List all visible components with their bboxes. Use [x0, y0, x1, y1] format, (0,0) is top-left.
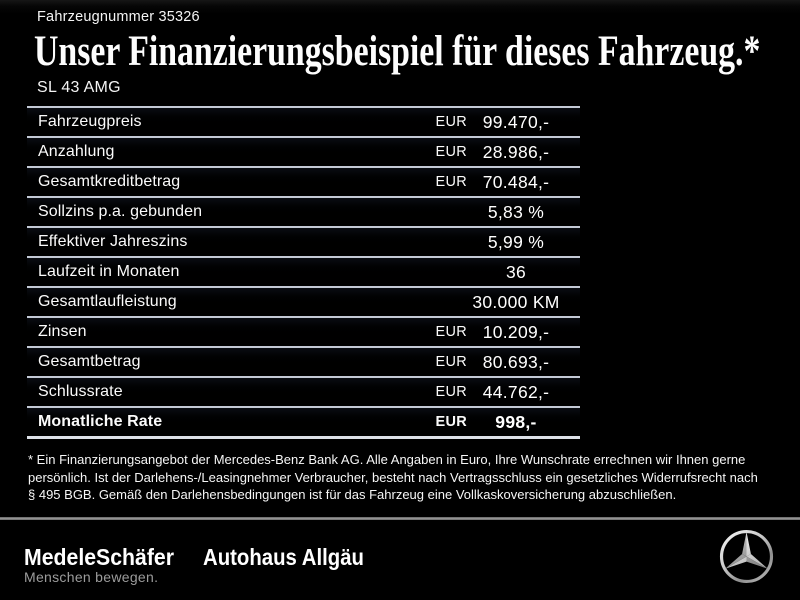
footnote-line: persönlich. Ist der Darlehens-/Leasingne…: [28, 469, 758, 485]
financing-table-row: Anzahlung EUR 28.986,-: [27, 136, 580, 166]
financing-table-row: Effektiver Jahreszins 5,99 %: [27, 226, 580, 256]
row-currency: EUR: [435, 324, 467, 340]
row-label: Gesamtlaufleistung: [38, 293, 177, 310]
row-label: Sollzins p.a. gebunden: [38, 203, 203, 220]
row-value: 30.000 KM: [472, 291, 560, 312]
financing-table-row: Gesamtlaufleistung 30.000 KM: [27, 286, 580, 316]
row-currency: EUR: [435, 114, 467, 130]
row-value: 70.484,-: [482, 171, 550, 192]
row-label: Gesamtkreditbetrag: [38, 173, 181, 190]
vehicle-model: SL 43 AMG: [37, 79, 121, 96]
dealer-logo: MedeleSchäfer: [24, 544, 175, 570]
row-value: 10.209,-: [482, 321, 550, 342]
row-currency: EUR: [435, 174, 467, 190]
footer-divider: [0, 517, 800, 520]
financing-table-row: Zinsen EUR 10.209,-: [27, 316, 580, 346]
row-value: 5,83 %: [487, 201, 545, 222]
row-label: Anzahlung: [38, 143, 115, 160]
financing-table-row: Gesamtbetrag EUR 80.693,-: [27, 346, 580, 376]
row-currency: EUR: [435, 414, 467, 430]
table-bottom-line: [27, 436, 580, 439]
financing-table-row: Laufzeit in Monaten 36: [27, 256, 580, 286]
row-value: 28.986,-: [482, 141, 550, 162]
financing-table-row: Monatliche Rate EUR 998,-: [27, 406, 580, 436]
row-value: 99.470,-: [482, 111, 550, 132]
row-value: 36: [505, 261, 527, 282]
mercedes-star-icon: [717, 527, 776, 586]
row-label: Monatliche Rate: [38, 413, 163, 430]
footnote-line: * Ein Finanzierungsangebot der Mercedes-…: [28, 452, 746, 467]
financing-table-row: Sollzins p.a. gebunden 5,83 %: [27, 196, 580, 226]
row-value: 44.762,-: [482, 381, 550, 402]
footnote-line: § 495 BGB. Gemäß den Darlehensbedingunge…: [28, 487, 677, 502]
row-label: Zinsen: [38, 323, 87, 340]
three-pointed-star: [725, 531, 768, 569]
row-label: Schlussrate: [38, 383, 123, 400]
financing-footnote: * Ein Finanzierungsangebot der Mercedes-…: [28, 451, 790, 504]
row-currency: EUR: [435, 144, 467, 160]
financing-table-row: Gesamtkreditbetrag EUR 70.484,-: [27, 166, 580, 196]
row-value: 5,99 %: [487, 231, 545, 252]
row-currency: EUR: [435, 354, 467, 370]
row-label: Gesamtbetrag: [38, 353, 141, 370]
financing-table: Fahrzeugpreis EUR 99.470,- Anzahlung EUR…: [27, 106, 580, 436]
page-title: Unser Finanzierungsbeispiel für dieses F…: [34, 28, 761, 75]
row-label: Effektiver Jahreszins: [38, 233, 188, 250]
row-value: 80.693,-: [482, 351, 550, 372]
row-value: 998,-: [495, 411, 537, 432]
vehicle-number: Fahrzeugnummer 35326: [37, 9, 200, 25]
row-label: Fahrzeugpreis: [38, 113, 142, 130]
row-label: Laufzeit in Monaten: [38, 263, 180, 280]
row-currency: EUR: [435, 384, 467, 400]
dealer-secondary-logo: Autohaus Allgäu: [203, 544, 364, 570]
dealer-tagline: Menschen bewegen.: [24, 569, 159, 585]
financing-table-row: Fahrzeugpreis EUR 99.470,-: [27, 106, 580, 136]
financing-table-row: Schlussrate EUR 44.762,-: [27, 376, 580, 406]
